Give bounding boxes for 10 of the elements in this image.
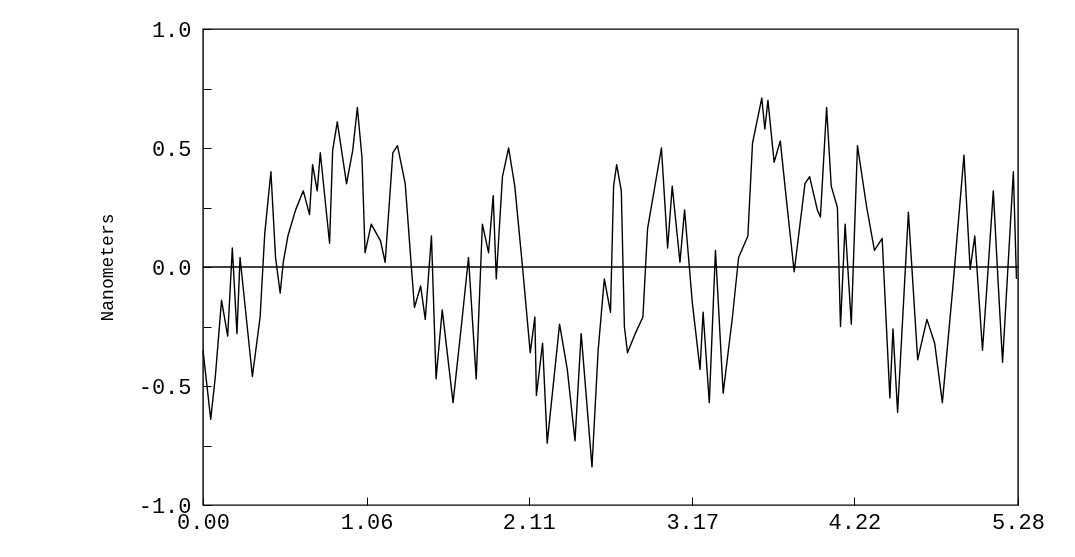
x-tick-label: 4.22 [828,510,882,536]
x-tick-label: 2.11 [502,510,556,536]
y-tick-label: 1.0 [151,18,192,44]
y-axis-title: Nanometers [97,213,118,322]
x-tick-label: 5.28 [992,510,1045,536]
y-tick-label: 0.5 [151,137,192,163]
y-tick-label: 0.0 [151,256,192,282]
x-tick-label: 3.17 [666,510,720,536]
x-tick-label: 1.06 [340,510,394,536]
y-tick-label: -0.5 [138,375,192,401]
